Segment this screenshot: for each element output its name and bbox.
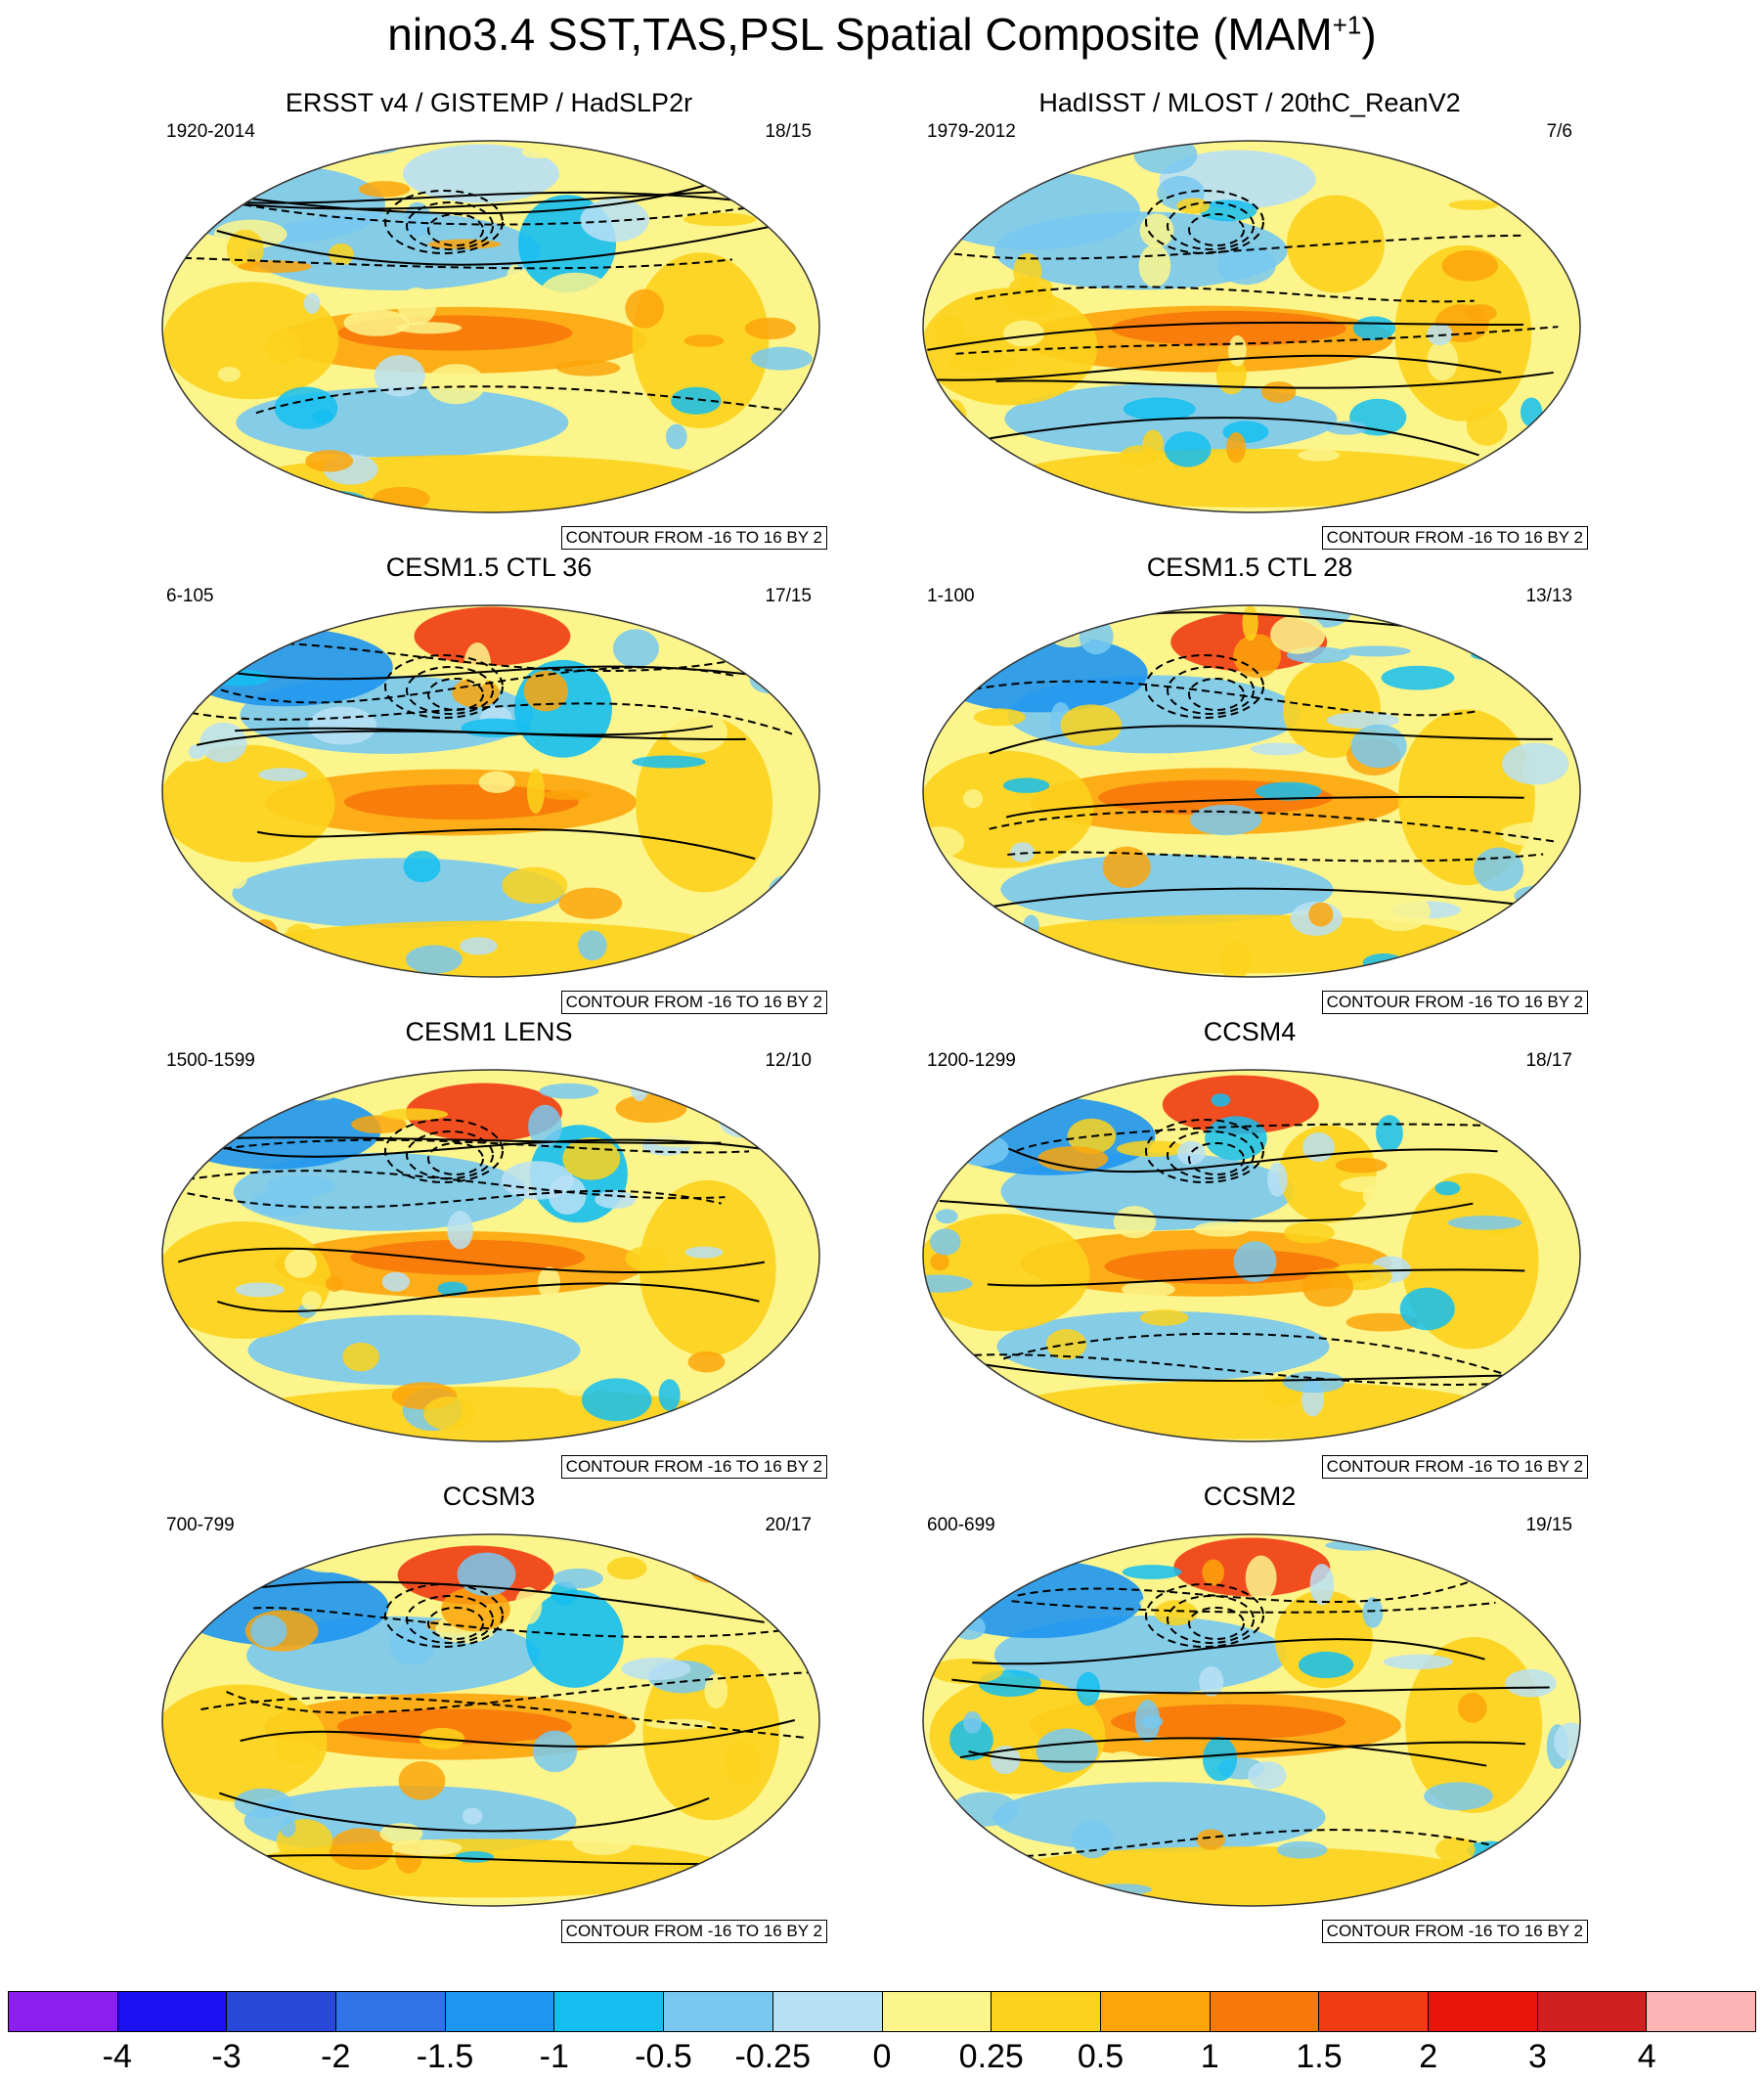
panel-years: 1920-2014: [166, 121, 255, 142]
panel-count: 20/17: [765, 1515, 812, 1535]
panel-title: CESM1.5 CTL 36: [385, 553, 593, 582]
contour-note: CONTOUR FROM -16 TO 16 BY 2: [560, 1920, 827, 1943]
colorbar-label: 0.25: [958, 2038, 1024, 2075]
colorbar-segment: [554, 1992, 665, 2031]
map-panel: CCSM2 600-699 19/15 CONTOUR FROM -16 TO …: [907, 1482, 1592, 1943]
colorbar-segment: [445, 1992, 555, 2031]
panel-years: 600-699: [927, 1515, 995, 1535]
colorbar-label: 3: [1528, 2038, 1547, 2075]
panel-years: 1979-2012: [927, 121, 1016, 142]
contour-note: CONTOUR FROM -16 TO 16 BY 2: [1321, 1920, 1588, 1943]
colorbar-label: -2: [321, 2038, 351, 2075]
robinson-map: [161, 1069, 820, 1442]
robinson-map: [922, 604, 1581, 978]
panel-count: 13/13: [1525, 586, 1572, 606]
anomaly-field: [162, 1070, 819, 1441]
anomaly-field: [923, 1070, 1580, 1441]
anomaly-field: [162, 605, 819, 977]
colorbar-segment: [772, 1992, 883, 2031]
robinson-map: [161, 1533, 820, 1907]
colorbar-label: 0.5: [1077, 2038, 1125, 2075]
colorbar-label: -0.25: [734, 2038, 812, 2075]
colorbar-segment: [227, 1992, 337, 2031]
robinson-map: [161, 140, 820, 513]
colorbar-label: 4: [1637, 2038, 1656, 2075]
map-panel: ERSST v4 / GISTEMP / HadSLP2r 1920-2014 …: [147, 88, 831, 550]
colorbar-label: -1: [539, 2038, 569, 2075]
map-panel: CESM1.5 CTL 36 6-105 17/15 CONTOUR FROM …: [147, 553, 831, 1014]
colorbar-segment: [1319, 1992, 1429, 2031]
colorbar-label: -3: [211, 2038, 242, 2075]
contour-note: CONTOUR FROM -16 TO 16 BY 2: [1321, 991, 1588, 1014]
colorbar-segment: [1100, 1992, 1211, 2031]
colorbar-label: 1.5: [1296, 2038, 1343, 2075]
map-panel: CCSM3 700-799 20/17 CONTOUR FROM -16 TO …: [147, 1482, 831, 1943]
colorbar-label: 0: [872, 2038, 892, 2075]
panel-title: ERSST v4 / GISTEMP / HadSLP2r: [285, 88, 693, 117]
robinson-map: [922, 140, 1581, 513]
robinson-map: [161, 604, 820, 978]
map-panel: CESM1 LENS 1500-1599 12/10 CONTOUR FROM …: [147, 1017, 831, 1479]
colorbar-labels: -4 -3 -2 -1.5 -1 -0.5 -0.25 0 0.25 0.5 1 1.5 2 3 4: [8, 2038, 1756, 2081]
panel-years: 700-799: [166, 1515, 235, 1535]
colorbar-label: -0.5: [635, 2038, 692, 2075]
panel-title: CCSM3: [442, 1482, 536, 1511]
colorbar-segment: [1428, 1992, 1538, 2031]
map-panel: CESM1.5 CTL 28 1-100 13/13 CONTOUR FROM …: [907, 553, 1592, 1014]
colorbar-segment: [882, 1992, 992, 2031]
robinson-map: [922, 1069, 1581, 1442]
panel-count: 18/15: [765, 121, 812, 142]
anomaly-field: [162, 141, 819, 512]
anomaly-field: [923, 141, 1580, 512]
contour-note: CONTOUR FROM -16 TO 16 BY 2: [560, 526, 827, 550]
contour-note: CONTOUR FROM -16 TO 16 BY 2: [1321, 1455, 1588, 1479]
anomaly-field: [923, 1534, 1580, 1906]
panel-count: 18/17: [1525, 1050, 1572, 1071]
panel-years: 1500-1599: [166, 1050, 255, 1071]
colorbar-label: 1: [1200, 2038, 1219, 2075]
colorbar-segment: [117, 1992, 228, 2031]
colorbar-segment: [336, 1992, 446, 2031]
colorbar-segment: [664, 1992, 773, 2031]
contour-note: CONTOUR FROM -16 TO 16 BY 2: [560, 1455, 827, 1479]
panel-years: 6-105: [166, 586, 214, 606]
colorbar-segment: [9, 1992, 118, 2031]
panel-years: 1200-1299: [927, 1050, 1016, 1071]
panel-count: 7/6: [1546, 121, 1572, 142]
figure-title: nino3.4 SST,TAS,PSL Spatial Composite (M…: [387, 9, 1377, 60]
panel-count: 17/15: [765, 586, 812, 606]
panel-count: 12/10: [765, 1050, 812, 1071]
colorbar-label: 2: [1419, 2038, 1438, 2075]
colorbar-segment: [992, 1992, 1101, 2031]
panel-count: 19/15: [1525, 1515, 1572, 1535]
panel-title: CESM1 LENS: [405, 1017, 573, 1046]
panel-years: 1-100: [927, 586, 975, 606]
colorbar: [8, 1991, 1756, 2032]
colorbar-label: -1.5: [416, 2038, 474, 2075]
colorbar-segment: [1647, 1992, 1755, 2031]
map-panel: CCSM4 1200-1299 18/17 CONTOUR FROM -16 T…: [907, 1017, 1592, 1479]
colorbar-segment: [1537, 1992, 1648, 2031]
map-panel: HadISST / MLOST / 20thC_ReanV2 1979-2012…: [907, 88, 1592, 550]
contour-note: CONTOUR FROM -16 TO 16 BY 2: [560, 991, 827, 1014]
robinson-map: [922, 1533, 1581, 1907]
anomaly-field: [162, 1534, 819, 1906]
panel-title: CCSM4: [1203, 1017, 1297, 1046]
panel-title: CCSM2: [1203, 1482, 1297, 1511]
panel-title: CESM1.5 CTL 28: [1146, 553, 1353, 582]
contour-note: CONTOUR FROM -16 TO 16 BY 2: [1321, 526, 1588, 550]
colorbar-label: -4: [102, 2038, 132, 2075]
colorbar-segment: [1210, 1992, 1320, 2031]
panel-title: HadISST / MLOST / 20thC_ReanV2: [1038, 88, 1461, 117]
